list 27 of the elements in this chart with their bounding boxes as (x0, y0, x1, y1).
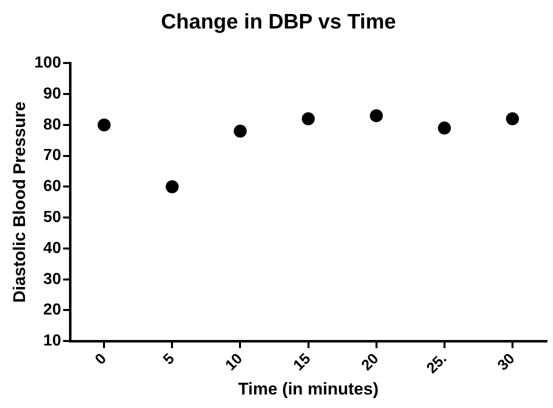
point (166, 180, 179, 194)
x-axis-title: Time (in minutes) (238, 379, 379, 398)
x-tick-label: 20 (358, 350, 382, 374)
y-tick-label: 60 (43, 178, 62, 196)
y-tick-label: 80 (43, 116, 62, 134)
point (370, 109, 383, 122)
point (302, 112, 315, 126)
y-tick-label: 30 (43, 270, 62, 288)
point (98, 118, 111, 132)
y-tick-label: 70 (43, 147, 62, 164)
y-tick-label: 50 (43, 209, 62, 226)
y-tick-label: 90 (43, 85, 62, 102)
x-tick-label: 5 (160, 350, 178, 368)
x-tick-label: 15 (290, 350, 314, 374)
y-tick-label: 10 (43, 332, 62, 350)
y-tick-label: 100 (34, 54, 62, 72)
x-tick-label: 25. (423, 350, 450, 377)
point (506, 112, 519, 126)
x-tick-label: 10 (222, 350, 246, 374)
chart-title: Change in DBP vs Time (161, 10, 396, 34)
y-tick-label: 20 (43, 302, 62, 319)
point (438, 122, 451, 135)
y-axis-title: Diastolic Blood Pressure (10, 102, 29, 303)
point (234, 124, 247, 138)
x-tick-label: 30 (494, 350, 518, 374)
x-tick-label: 0 (92, 350, 110, 368)
y-tick-label: 40 (43, 240, 62, 257)
